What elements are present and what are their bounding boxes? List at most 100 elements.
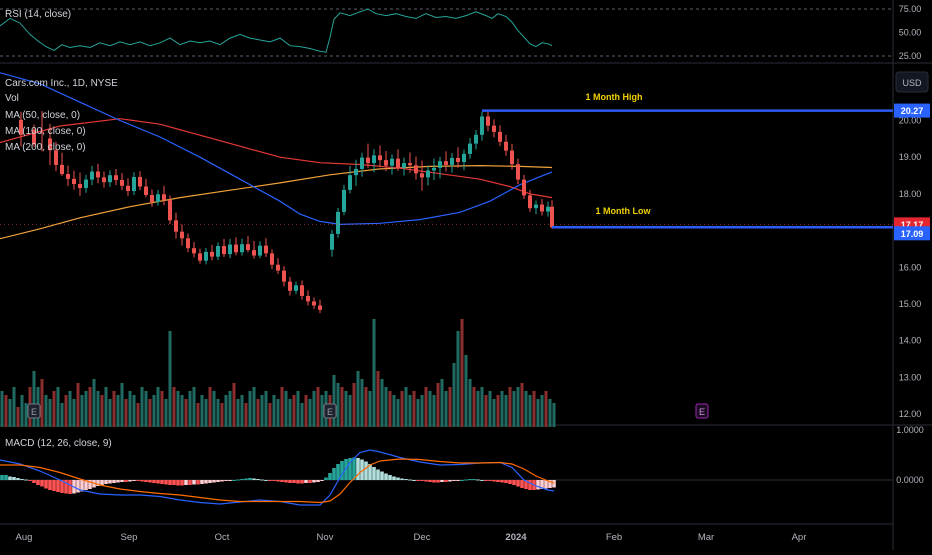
candle[interactable] bbox=[258, 241, 262, 259]
candle-body[interactable] bbox=[408, 163, 412, 166]
earnings-marker[interactable]: E bbox=[27, 403, 41, 419]
candle[interactable] bbox=[180, 224, 184, 246]
candle-body[interactable] bbox=[414, 165, 418, 174]
candle-body[interactable] bbox=[198, 253, 202, 261]
candle-body[interactable] bbox=[132, 177, 136, 191]
candle[interactable] bbox=[186, 233, 190, 253]
candle[interactable] bbox=[210, 244, 214, 261]
candle-body[interactable] bbox=[306, 295, 310, 302]
candle[interactable] bbox=[32, 124, 36, 148]
candle[interactable] bbox=[318, 299, 322, 314]
currency-button-bg[interactable] bbox=[895, 71, 929, 93]
candle-body[interactable] bbox=[240, 244, 244, 253]
candle-body[interactable] bbox=[390, 158, 394, 166]
candle-body[interactable] bbox=[312, 301, 316, 306]
candle[interactable] bbox=[540, 199, 544, 216]
month-low-price-badge-bg[interactable] bbox=[894, 226, 930, 241]
candle-body[interactable] bbox=[550, 206, 554, 228]
candle-body[interactable] bbox=[150, 195, 154, 202]
candle[interactable] bbox=[396, 149, 400, 171]
candle[interactable] bbox=[294, 281, 298, 295]
candle[interactable] bbox=[84, 174, 88, 193]
candle-body[interactable] bbox=[396, 158, 400, 168]
candle[interactable] bbox=[498, 125, 502, 146]
candle-body[interactable] bbox=[486, 116, 490, 126]
candle-body[interactable] bbox=[528, 195, 532, 209]
candle-body[interactable] bbox=[120, 179, 124, 186]
candle[interactable] bbox=[114, 168, 118, 186]
candle[interactable] bbox=[90, 166, 94, 186]
price-levels[interactable] bbox=[0, 109, 893, 229]
candle-body[interactable] bbox=[96, 171, 100, 178]
candle[interactable] bbox=[108, 170, 112, 187]
candle[interactable] bbox=[234, 237, 238, 256]
candle-body[interactable] bbox=[40, 132, 44, 134]
candle[interactable] bbox=[426, 165, 430, 186]
candle[interactable] bbox=[312, 297, 316, 309]
candle[interactable] bbox=[414, 156, 418, 180]
candle[interactable] bbox=[372, 149, 376, 173]
candle[interactable] bbox=[174, 212, 178, 239]
candle-body[interactable] bbox=[144, 186, 148, 196]
candle[interactable] bbox=[306, 290, 310, 306]
candle[interactable] bbox=[336, 207, 340, 238]
candle-body[interactable] bbox=[510, 150, 514, 165]
candle[interactable] bbox=[96, 163, 100, 184]
candle-body[interactable] bbox=[180, 231, 184, 239]
candle[interactable] bbox=[348, 166, 352, 194]
candle[interactable] bbox=[60, 152, 64, 176]
candle-body[interactable] bbox=[342, 189, 346, 212]
month-high-price-badge-bg[interactable] bbox=[894, 103, 930, 118]
candle-body[interactable] bbox=[366, 157, 370, 164]
candle-body[interactable] bbox=[480, 116, 484, 135]
candle[interactable] bbox=[78, 172, 82, 196]
candle-body[interactable] bbox=[534, 204, 538, 209]
candle-body[interactable] bbox=[156, 194, 160, 202]
candle-body[interactable] bbox=[264, 245, 268, 254]
candle-body[interactable] bbox=[492, 125, 496, 132]
candle-body[interactable] bbox=[426, 170, 430, 178]
candle-body[interactable] bbox=[468, 143, 472, 154]
candle[interactable] bbox=[534, 200, 538, 215]
candle-body[interactable] bbox=[450, 157, 454, 165]
candle-body[interactable] bbox=[498, 131, 502, 142]
candle-body[interactable] bbox=[216, 246, 220, 257]
candle-body[interactable] bbox=[48, 138, 52, 151]
candle[interactable] bbox=[504, 134, 508, 156]
earnings-marker-box[interactable] bbox=[27, 403, 41, 419]
candle-body[interactable] bbox=[318, 305, 322, 310]
candle[interactable] bbox=[402, 157, 406, 176]
candle[interactable] bbox=[126, 178, 130, 196]
month-high-price-badge[interactable]: 20.27 bbox=[894, 103, 930, 118]
candle[interactable] bbox=[264, 238, 268, 258]
candle[interactable] bbox=[450, 153, 454, 173]
candle-body[interactable] bbox=[66, 174, 70, 179]
earnings-marker[interactable]: E bbox=[323, 403, 337, 419]
candle[interactable] bbox=[222, 239, 226, 258]
candle-body[interactable] bbox=[108, 175, 112, 183]
candle-body[interactable] bbox=[258, 245, 262, 256]
candle-body[interactable] bbox=[270, 253, 274, 265]
candle-body[interactable] bbox=[246, 244, 250, 251]
candle-body[interactable] bbox=[522, 179, 526, 196]
candle-body[interactable] bbox=[294, 285, 298, 291]
candle[interactable] bbox=[54, 141, 58, 172]
candle[interactable] bbox=[474, 130, 478, 150]
candle[interactable] bbox=[462, 149, 466, 171]
candle[interactable] bbox=[522, 174, 526, 200]
candle[interactable] bbox=[420, 160, 424, 191]
candle-body[interactable] bbox=[252, 250, 256, 256]
candle[interactable] bbox=[204, 247, 208, 265]
candle[interactable] bbox=[366, 143, 370, 168]
candle-body[interactable] bbox=[360, 157, 364, 169]
candle-body[interactable] bbox=[204, 251, 208, 261]
month-low-price-badge[interactable]: 17.09 bbox=[894, 226, 930, 241]
candle[interactable] bbox=[102, 171, 106, 188]
candle-body[interactable] bbox=[72, 178, 76, 184]
macd-pane[interactable] bbox=[0, 449, 893, 506]
candle-body[interactable] bbox=[402, 163, 406, 168]
candle-body[interactable] bbox=[78, 183, 82, 189]
candle[interactable] bbox=[432, 158, 436, 180]
candle-body[interactable] bbox=[378, 155, 382, 161]
